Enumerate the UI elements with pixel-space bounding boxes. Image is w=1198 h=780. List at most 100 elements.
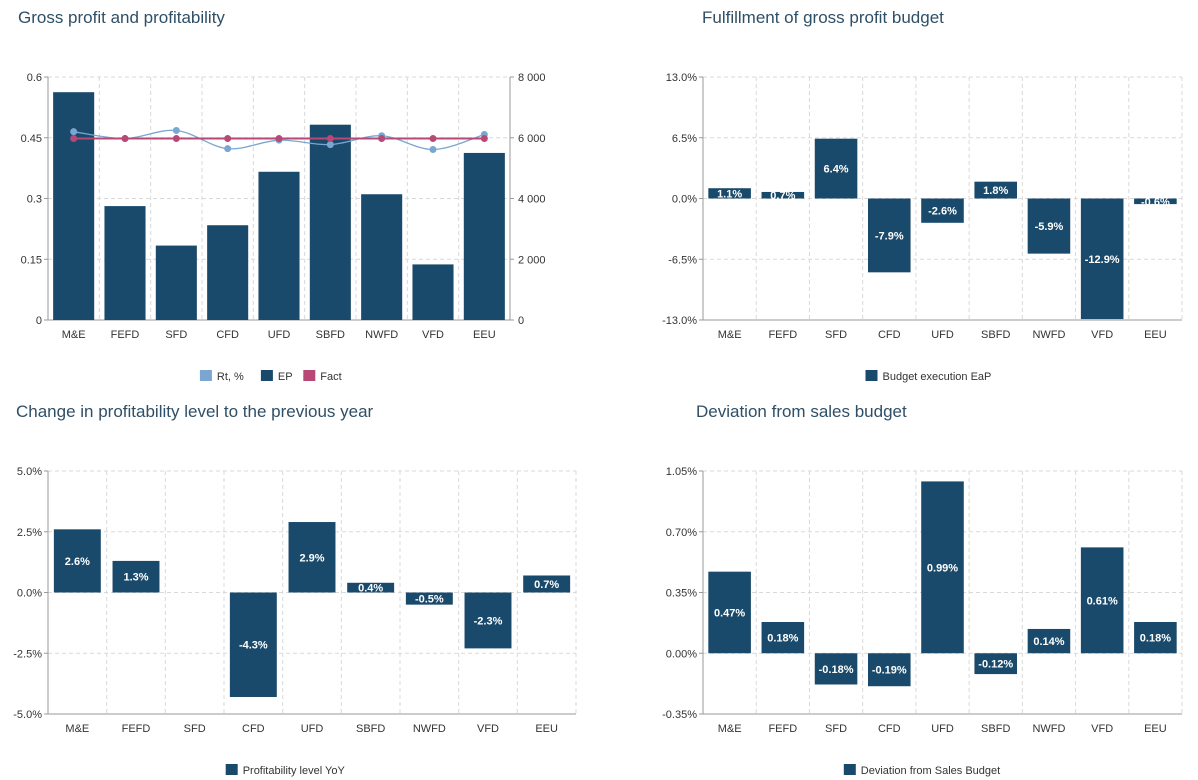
point-fact [224, 135, 232, 143]
data-label: -0.12% [978, 659, 1013, 671]
x-tick-label: M&E [718, 723, 742, 735]
bar-ep [258, 171, 300, 320]
x-tick-label: SFD [825, 329, 847, 341]
data-label: -12.9% [1085, 254, 1120, 266]
y-tick-label: 0 [36, 315, 42, 327]
y-tick-label: 0.45 [21, 133, 42, 145]
bar-ep [53, 92, 95, 320]
bar-ep [155, 245, 197, 320]
point-rt [172, 126, 180, 134]
x-tick-label: UFD [268, 329, 291, 341]
x-tick-label: CFD [242, 723, 265, 735]
x-tick-label: M&E [65, 723, 89, 735]
x-tick-label: NWFD [1032, 329, 1065, 341]
bar [921, 198, 964, 223]
point-rt [224, 145, 232, 153]
x-tick-label: NWFD [365, 329, 398, 341]
y-tick-label: -13.0% [662, 315, 697, 327]
legend-swatch [260, 370, 273, 381]
panel-profitability-change: Change in profitability level to the pre… [0, 390, 599, 780]
bar [523, 575, 571, 593]
y-tick-label: -0.35% [662, 709, 697, 721]
bar [761, 191, 805, 199]
bar [974, 181, 1018, 199]
y-right-tick-label: 0 [518, 315, 524, 327]
y-tick-label: 0.35% [666, 588, 697, 600]
bar-ep [412, 264, 454, 320]
bar-ep [361, 194, 403, 320]
chart-title: Deviation from sales budget [696, 402, 907, 421]
panel-sales-deviation: Deviation from sales budget -0.35% 0.00% 0… [599, 390, 1198, 780]
y-right-tick-label: 6 000 [518, 133, 546, 145]
x-tick-label: SFD [184, 723, 206, 735]
y-tick-label: 0.00% [666, 648, 697, 660]
data-label: 0.61% [1087, 595, 1118, 607]
data-label: 2.9% [299, 552, 324, 564]
x-tick-label: UFD [301, 723, 324, 735]
point-fact [429, 135, 437, 143]
data-label: -0.5% [415, 594, 444, 606]
y-tick-label: 6.5% [672, 133, 697, 145]
x-tick-label: VFD [1091, 329, 1113, 341]
bar [53, 529, 101, 593]
y-tick-label: 0.0% [17, 588, 42, 600]
data-label: 0.18% [1140, 633, 1171, 645]
x-tick-label: FEFD [768, 329, 797, 341]
point-fact [172, 135, 180, 143]
point-fact [70, 135, 78, 143]
data-label: -0.19% [872, 665, 907, 677]
x-tick-label: UFD [931, 329, 954, 341]
data-label: -0.6% [1141, 196, 1170, 208]
bar [1080, 198, 1124, 320]
legend-label: EP [278, 371, 293, 383]
bar [708, 188, 751, 199]
x-tick-label: FEFD [768, 723, 797, 735]
data-label: 6.4% [824, 164, 849, 176]
point-fact [121, 135, 129, 143]
x-tick-label: SBFD [316, 329, 345, 341]
data-label: 0.47% [714, 607, 745, 619]
bar [814, 138, 858, 199]
y-tick-label: -5.0% [13, 709, 42, 721]
bar [867, 653, 911, 687]
x-tick-label: M&E [62, 329, 86, 341]
x-tick-label: EEU [535, 723, 558, 735]
chart-title: Change in profitability level to the pre… [16, 402, 374, 421]
point-rt [70, 128, 78, 136]
point-rt [326, 141, 334, 149]
legend-swatch [199, 370, 212, 381]
x-tick-label: EEU [1144, 329, 1167, 341]
legend-swatch [225, 764, 238, 775]
x-tick-label: EEU [473, 329, 496, 341]
chart-profitability-change: -5.0% -2.5% 0.0% 2.5% 5.0% M&E FEFD SFD CFD UFD SB… [13, 466, 577, 777]
chart-gross-profit: 0 0.15 0.3 0.45 0.6 M&E FEFD SFD CFD UFD SBFD NWFD V… [21, 72, 546, 383]
panel-budget-fulfillment: Fulfillment of gross profit budget -13.0… [599, 0, 1198, 390]
bar [708, 571, 751, 654]
y-right-tick-label: 2 000 [518, 254, 546, 266]
y-tick-label: 1.05% [666, 466, 697, 478]
x-tick-label: VFD [422, 329, 444, 341]
data-label: 0.14% [1033, 636, 1064, 648]
bar [814, 653, 858, 685]
y-tick-label: 5.0% [17, 466, 42, 478]
chart-budget-fulfillment: -13.0% -6.5% 0.0% 6.5% 13.0% M&E FEFD SFD CFD UFD… [662, 72, 1183, 383]
x-tick-label: NWFD [1032, 723, 1065, 735]
legend-label: Deviation from Sales Budget [861, 765, 1000, 777]
bar [1027, 198, 1071, 254]
bar [1134, 622, 1177, 654]
data-label: 0.18% [767, 633, 798, 645]
x-tick-label: CFD [216, 329, 239, 341]
bar-ep [104, 206, 146, 320]
chart-sales-deviation: -0.35% 0.00% 0.35% 0.70% 1.05% M&E FEFD SFD CFD U… [662, 466, 1183, 777]
bar [974, 653, 1018, 675]
x-tick-label: M&E [718, 329, 742, 341]
bar [867, 198, 911, 273]
data-label: -0.18% [819, 664, 854, 676]
data-label: -5.9% [1035, 221, 1064, 233]
y-tick-label: 0.6 [27, 72, 42, 84]
bar [229, 592, 277, 697]
y-tick-label: -2.5% [13, 648, 42, 660]
legend-swatch [865, 370, 878, 381]
x-tick-label: EEU [1144, 723, 1167, 735]
point-rt [429, 145, 437, 153]
